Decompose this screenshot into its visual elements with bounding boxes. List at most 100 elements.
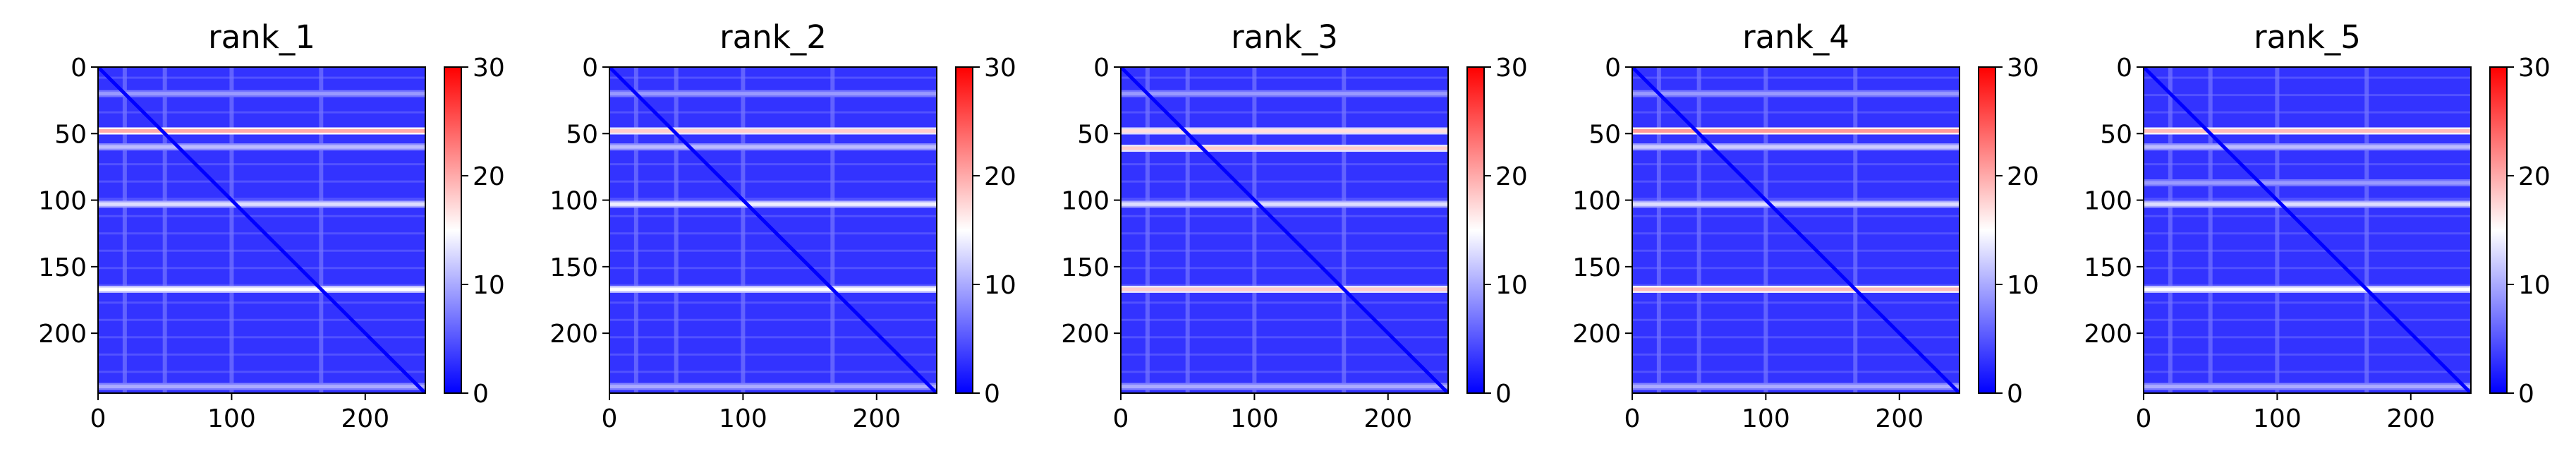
heatmap-column-50: [2208, 67, 2213, 393]
y-tick-label: 200: [38, 320, 87, 349]
heatmap-row-core-48: [2144, 129, 2471, 133]
y-tick-label: 100: [1061, 187, 1110, 216]
heatmap-texture-row: [98, 180, 425, 183]
subplot-title: rank_3: [1231, 18, 1338, 56]
x-tick-label: 200: [1875, 404, 1924, 433]
heatmap-texture-row: [1121, 232, 1448, 235]
heatmap-row-core-60: [2144, 145, 2471, 149]
y-tick-label: 100: [1572, 187, 1621, 216]
heatmap-texture-row: [609, 336, 937, 339]
colorbar-tick-label: 30: [1495, 54, 1528, 83]
heatmap-texture-row: [609, 76, 937, 79]
heatmap-row-core-48: [1632, 129, 1960, 133]
colorbar-tick-label: 20: [2007, 162, 2039, 191]
subplot-title: rank_1: [208, 18, 315, 56]
heatmap-texture-row: [1632, 336, 1960, 339]
heatmap-texture-row: [1632, 353, 1960, 356]
subplot-5: rank_5 0 100 200 0 50 100 150 200 0 10 20 30: [2084, 18, 2551, 433]
colorbar-frame: [1978, 66, 1996, 394]
heatmap-column-167: [830, 67, 835, 393]
x-tick-label: 200: [1363, 404, 1412, 433]
colorbar: [444, 67, 461, 393]
heatmap-texture-row: [609, 232, 937, 235]
heatmap-column-20: [1145, 67, 1150, 393]
heatmap-texture-row: [98, 318, 425, 321]
heatmap-frame: [1120, 66, 1449, 394]
heatmap-column-167: [2364, 67, 2369, 393]
y-tick-label: 50: [566, 120, 598, 149]
heatmap-texture-row: [2144, 215, 2471, 217]
heatmap-row-core-20: [609, 92, 937, 96]
y-tick-label: 0: [1093, 54, 1110, 83]
heatmap-cells: [1632, 67, 1960, 393]
subplot-title: rank_2: [719, 18, 827, 56]
heatmap-texture-row: [609, 301, 937, 304]
y-tick-label: 100: [549, 187, 598, 216]
heatmap-column-167: [319, 67, 324, 393]
heatmap-texture-row: [609, 267, 937, 270]
heatmap-row-core-60: [609, 145, 937, 149]
heatmap-texture-row: [1121, 180, 1448, 183]
heatmap-frame: [609, 66, 937, 394]
heatmap-texture-row: [1121, 318, 1448, 321]
x-tick-label: 200: [2386, 404, 2435, 433]
heatmap-column-100: [1763, 67, 1768, 393]
heatmap-column-50: [1696, 67, 1701, 393]
heatmap-texture-row: [1121, 215, 1448, 217]
heatmap-texture-row: [2144, 163, 2471, 166]
subplot-title: rank_5: [2254, 18, 2361, 56]
heatmap-texture-row: [98, 371, 425, 373]
y-tick-label: 150: [549, 253, 598, 282]
colorbar-tick-label: 20: [984, 162, 1016, 191]
heatmap-texture-row: [98, 267, 425, 270]
heatmap-column-100: [2275, 67, 2280, 393]
heatmap-cells: [1121, 67, 1448, 393]
heatmap-row-core-167: [98, 287, 425, 291]
heatmap-column-20: [1656, 67, 1661, 393]
heatmap-texture-row: [609, 249, 937, 252]
heatmap-row-core-20: [1632, 92, 1960, 96]
colorbar-tick-label: 10: [2007, 271, 2039, 300]
heatmap-texture-row: [1121, 163, 1448, 166]
x-tick-label: 100: [1742, 404, 1790, 433]
y-tick-label: 150: [2084, 253, 2132, 282]
heatmap-texture-row: [1121, 76, 1448, 79]
heatmap-row-core-103: [609, 202, 937, 206]
x-tick-label: 0: [1624, 404, 1641, 433]
heatmap-row-core-167: [1121, 287, 1448, 291]
colorbar-tick-label: 30: [473, 54, 505, 83]
colorbar-tick-label: 20: [1495, 162, 1528, 191]
heatmap-texture-row: [1121, 301, 1448, 304]
heatmap-row-core-61: [1121, 146, 1448, 150]
heatmap-diagonal: [98, 67, 425, 393]
heatmap-column-50: [1185, 67, 1190, 393]
y-tick-label: 150: [1061, 253, 1110, 282]
heatmap-texture-row: [1632, 318, 1960, 321]
colorbar-tick-label: 20: [473, 162, 505, 191]
heatmap-column-100: [1252, 67, 1257, 393]
colorbar: [2490, 67, 2507, 393]
heatmap-texture-row: [98, 163, 425, 166]
heatmap-texture-row: [1121, 371, 1448, 373]
heatmap-row-core-60: [1632, 145, 1960, 149]
y-tick-label: 50: [1077, 120, 1110, 149]
heatmap-frame: [1632, 66, 1960, 394]
heatmap-texture-row: [1632, 180, 1960, 183]
y-tick-label: 100: [38, 187, 87, 216]
heatmap-texture-row: [98, 249, 425, 252]
heatmap-texture-row: [609, 318, 937, 321]
subplot-2: rank_2 0 100 200 0 50 100 150 200 0 10 20 30: [549, 18, 1016, 433]
heatmap-diagonal: [2144, 67, 2471, 393]
heatmap-column-50: [674, 67, 679, 393]
heatmap-texture-row: [98, 301, 425, 304]
heatmap-texture-row: [2144, 336, 2471, 339]
colorbar-frame: [955, 66, 973, 394]
heatmap-row-core-48: [98, 129, 425, 133]
heatmap-texture-row: [609, 215, 937, 217]
x-tick-label: 200: [852, 404, 901, 433]
x-tick-label: 100: [1230, 404, 1279, 433]
heatmap-row-core-20: [98, 92, 425, 96]
subplot-1: rank_1 0 100 200 0 50 100 150 200 0 10 20 30: [38, 18, 505, 433]
subplot-title: rank_4: [1742, 18, 1849, 56]
heatmap-row-core-240: [98, 385, 425, 389]
